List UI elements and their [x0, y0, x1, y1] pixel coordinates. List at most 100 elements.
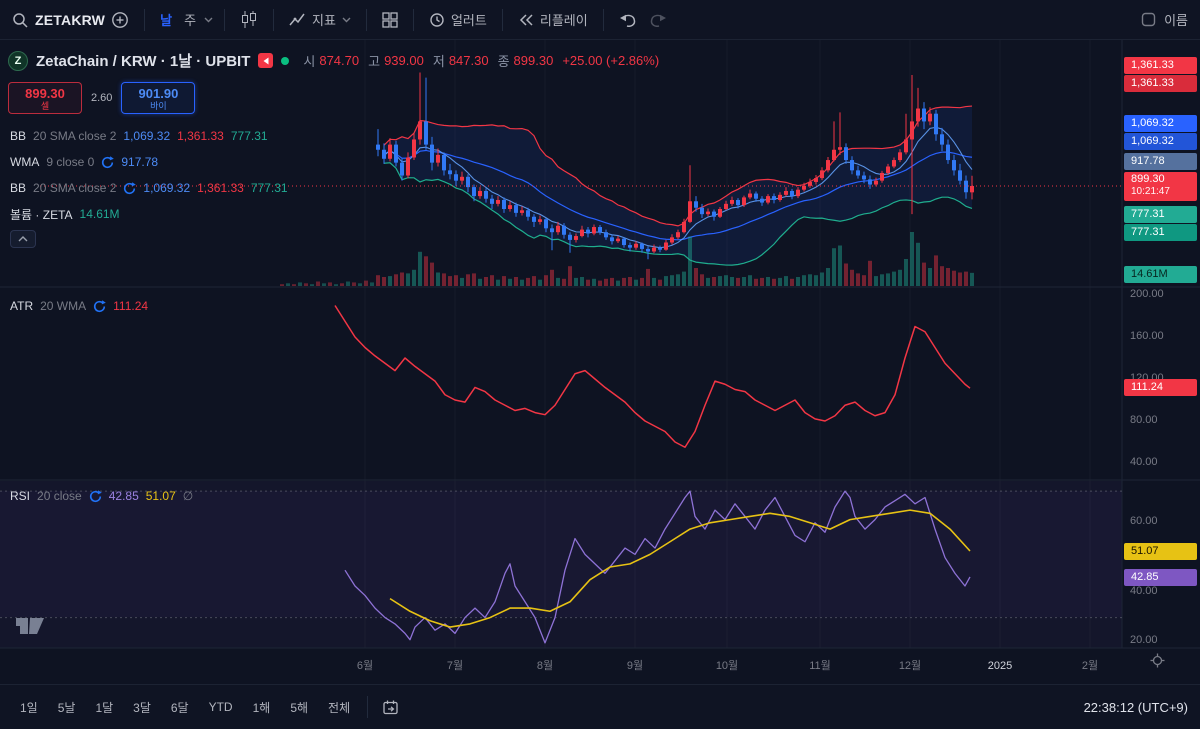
bb-basis-value: 1,069.32: [123, 129, 171, 143]
legend-params: 20 close: [37, 489, 82, 503]
price-badge: 1,069.32: [1124, 133, 1197, 150]
date-range-selector: 1일 5날 1달 3달 6달 YTD 1해 5해 전체: [12, 694, 358, 721]
redo-arrow-icon: [650, 14, 666, 27]
collapse-legend-button[interactable]: [10, 230, 36, 248]
clock-timezone[interactable]: 22:38:12 (UTC+9): [1083, 699, 1188, 715]
legend-atr[interactable]: ATR 20 WMA 111.24: [10, 298, 148, 314]
sell-label: 셀: [40, 101, 50, 111]
legend-name: RSI: [10, 489, 31, 503]
rsi-ma-value: 51.07: [145, 489, 176, 503]
bb-upper-value: 1,361.33: [177, 129, 224, 143]
alert-button[interactable]: 얼러트: [423, 5, 493, 34]
alert-clock-icon: [430, 12, 444, 27]
chart-style-button[interactable]: [234, 6, 264, 33]
undo-button[interactable]: [613, 8, 643, 32]
range-button-YTD[interactable]: YTD: [201, 695, 241, 719]
ohlc-low-value: 847.30: [448, 53, 489, 68]
legend-volume[interactable]: 볼륨 · ZETA 14.61M: [10, 206, 120, 222]
symbol-header[interactable]: Z ZetaChain / KRW · 1날 · UPBIT 시 874.70 고…: [8, 50, 664, 71]
symbol-name: ZETAKRW: [35, 11, 106, 28]
time-axis-label: 10월: [716, 659, 738, 672]
price-badge: 777.31: [1124, 224, 1197, 241]
volume-value: 14.61M: [79, 207, 120, 221]
range-button-전체[interactable]: 전체: [320, 694, 358, 721]
replay-button[interactable]: 리플레이: [512, 5, 594, 34]
indicators-icon: [289, 13, 305, 26]
price-badge: 1,361.33: [1124, 75, 1197, 92]
sell-price: 899.30: [25, 86, 65, 101]
bb-lower-value: 777.31: [250, 181, 288, 195]
price-tick: 40.00: [1130, 456, 1158, 468]
legend-params: 20 SMA close 2: [33, 181, 117, 195]
undo-arrow-icon: [619, 14, 635, 27]
legend-bb-2[interactable]: BB 20 SMA close 2 1,069.32 1,361.33 777.…: [10, 180, 288, 196]
ohlc-open-label: 시: [303, 54, 316, 69]
goto-date-button[interactable]: [377, 695, 406, 720]
layout-name-button[interactable]: 이름: [1164, 13, 1188, 28]
interval-week-button[interactable]: 주: [178, 5, 202, 34]
range-button-1달[interactable]: 1달: [87, 694, 121, 721]
toolbar-divider: [224, 8, 226, 31]
time-axis-label: 7월: [447, 659, 463, 672]
replay-icon: [519, 13, 533, 26]
toolbar-divider: [367, 696, 369, 718]
price-badge: 1,069.32: [1124, 115, 1197, 132]
range-button-5해[interactable]: 5해: [282, 694, 316, 721]
range-button-6달[interactable]: 6달: [163, 694, 197, 721]
sell-button[interactable]: 899.30 셀: [8, 82, 82, 114]
time-axis-label: 2월: [1082, 659, 1098, 672]
range-button-3달[interactable]: 3달: [125, 694, 159, 721]
legend-name: 볼륨 · ZETA: [10, 207, 73, 222]
interval-dropdown-button[interactable]: [202, 12, 215, 28]
legend-name: ATR: [10, 299, 34, 313]
ohlc-open-value: 874.70: [319, 53, 360, 68]
bb-lower-value: 777.31: [230, 129, 268, 143]
indicators-label: 지표: [312, 13, 336, 28]
indicators-button[interactable]: 지표: [283, 5, 357, 34]
range-button-1일[interactable]: 1일: [12, 694, 46, 721]
calendar-goto-icon: [383, 700, 398, 714]
broker-icon: [258, 53, 274, 68]
price-badge: 1,361.33: [1124, 57, 1197, 74]
trade-panel: 899.30 셀 2.60 901.90 바이: [8, 82, 196, 114]
wma-value: 917.78: [121, 155, 159, 169]
loading-sync-icon: [102, 155, 115, 168]
plus-circle-icon: [112, 11, 129, 28]
toolbar-divider: [412, 8, 414, 31]
price-tick: 200.00: [1130, 288, 1164, 300]
layout-grid-button[interactable]: [376, 7, 404, 33]
zetachain-logo-icon: Z: [8, 50, 28, 71]
rsi-value: 42.85: [108, 489, 139, 503]
alert-label: 얼러트: [450, 13, 487, 28]
legend-name: BB: [10, 181, 27, 195]
symbol-search-button[interactable]: ZETAKRW: [12, 12, 105, 28]
chevron-up-icon: [18, 236, 28, 242]
buy-price: 901.90: [138, 86, 179, 101]
toolbar-divider: [144, 8, 146, 31]
interval-day-button[interactable]: 날: [154, 5, 178, 34]
buy-button[interactable]: 901.90 바이: [121, 82, 196, 114]
legend-params: 20 SMA close 2: [33, 129, 117, 143]
redo-button[interactable]: [643, 8, 673, 32]
atr-value: 111.24: [113, 299, 149, 313]
add-symbol-button[interactable]: [105, 6, 135, 34]
layout-save-icon: [1141, 12, 1156, 27]
range-button-5날[interactable]: 5날: [50, 694, 84, 721]
price-tick: 80.00: [1130, 414, 1158, 426]
legend-rsi[interactable]: RSI 20 close 42.85 51.07 ∅: [10, 488, 193, 504]
price-badge: 899.30 10:21:47: [1124, 172, 1197, 201]
chevron-down-icon: [342, 17, 351, 22]
market-open-status-icon: [281, 56, 290, 65]
symbol-title: ZetaChain / KRW · 1날 · UPBIT: [36, 53, 251, 70]
axis-settings-gear-icon[interactable]: [1150, 653, 1165, 671]
legend-wma[interactable]: WMA 9 close 0 917.78: [10, 154, 158, 170]
price-badge: 111.24: [1124, 379, 1197, 396]
ohlc-high-label: 고: [368, 54, 381, 69]
range-button-1해[interactable]: 1해: [245, 694, 279, 721]
price-tick: 40.00: [1130, 585, 1158, 597]
price-tick: 20.00: [1130, 634, 1158, 646]
legend-bb-1[interactable]: BB 20 SMA close 2 1,069.32 1,361.33 777.…: [10, 128, 268, 144]
price-scale[interactable]: 200.00 160.00 120.00 80.00 40.00 60.00 40.00 20…: [1123, 40, 1200, 648]
chart-canvas[interactable]: 6월 7월 8월 9월 10월 11월 12월 2025 2월: [0, 40, 1200, 684]
hide-indicator-icon[interactable]: ∅: [182, 489, 194, 503]
